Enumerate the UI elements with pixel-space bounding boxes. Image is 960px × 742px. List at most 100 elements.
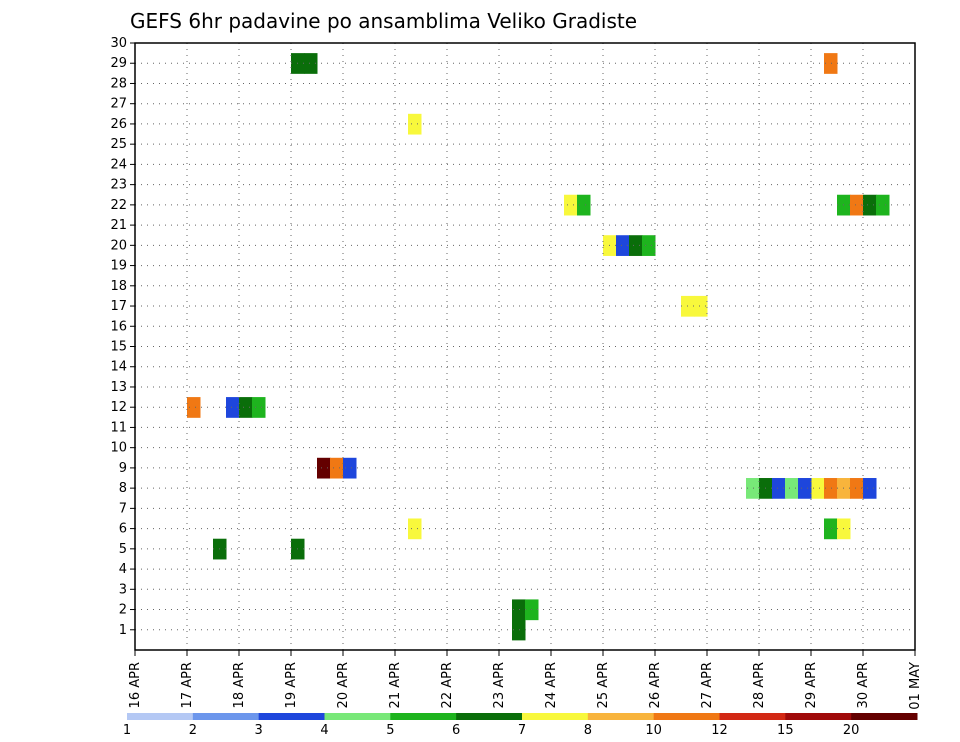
y-tick-label: 5	[119, 542, 127, 557]
y-tick-label: 10	[110, 441, 127, 456]
colorbar-label: 1	[123, 723, 131, 738]
y-tick-label: 21	[110, 218, 127, 233]
y-tick-label: 24	[110, 157, 127, 172]
heatmap-cell	[798, 478, 812, 499]
x-tick-label: 16 APR	[128, 662, 143, 708]
y-tick-label: 23	[110, 178, 127, 193]
heatmap-cells	[187, 53, 890, 641]
x-tick-label: 20 APR	[336, 662, 351, 708]
y-tick-label: 16	[110, 319, 127, 334]
grid-lines	[135, 43, 915, 650]
heatmap-cell	[772, 478, 786, 499]
colorbar-label: 3	[255, 723, 263, 738]
heatmap-cell	[187, 397, 201, 418]
heatmap-cell	[824, 53, 838, 74]
x-tick-label: 25 APR	[596, 662, 611, 708]
heatmap-cell	[811, 478, 825, 499]
y-tick-label: 26	[110, 117, 127, 132]
heatmap-cell	[317, 457, 331, 479]
x-tick-label: 30 APR	[856, 662, 871, 708]
y-tick-label: 4	[119, 562, 127, 577]
colorbar: 1 2 3 4 5 6 7 8 10 12 15 20	[123, 713, 918, 738]
colorbar-swatch	[390, 713, 457, 720]
y-tick-label: 27	[110, 97, 127, 112]
heatmap-cell	[863, 194, 877, 216]
heatmap-cell	[850, 194, 864, 216]
y-tick-label: 17	[110, 299, 127, 314]
y-tick-label: 20	[110, 238, 127, 253]
y-tick-label: 29	[110, 56, 127, 71]
heatmap-cell	[876, 194, 890, 216]
colorbar-swatch	[785, 713, 852, 720]
x-tick-label: 19 APR	[284, 662, 299, 708]
y-tick-label: 28	[110, 76, 127, 91]
y-tick-label: 2	[119, 603, 127, 618]
y-tick-label: 9	[119, 461, 127, 476]
y-tick-label: 1	[119, 623, 127, 638]
x-tick-label: 28 APR	[752, 662, 767, 708]
chart-title: GEFS 6hr padavine po ansamblima Veliko G…	[130, 9, 637, 33]
colorbar-label: 20	[843, 723, 860, 738]
colorbar-swatch	[258, 713, 325, 720]
heatmap-cell	[512, 599, 526, 621]
heatmap-cell	[252, 397, 266, 418]
heatmap-cell	[330, 457, 344, 479]
y-tick-label: 18	[110, 279, 127, 294]
colorbar-label: 12	[711, 723, 728, 738]
y-tick-label: 3	[119, 582, 127, 597]
heatmap-cell	[226, 397, 240, 418]
heatmap-cell	[564, 194, 578, 216]
colorbar-swatch	[851, 713, 918, 720]
colorbar-swatch	[522, 713, 589, 720]
x-tick-label: 21 APR	[388, 662, 403, 708]
y-tick-label: 14	[110, 360, 127, 375]
y-axis: 1234567891011121314151617181920212223242…	[110, 36, 135, 638]
heatmap-cell	[577, 194, 591, 216]
colorbar-swatch	[456, 713, 523, 720]
heatmap-cell	[343, 457, 357, 479]
heatmap-cell	[239, 397, 253, 418]
x-tick-label: 29 APR	[804, 662, 819, 708]
colorbar-swatch	[192, 713, 260, 720]
colorbar-swatch	[587, 713, 655, 720]
x-tick-label: 23 APR	[492, 662, 507, 708]
colorbar-label: 15	[777, 723, 794, 738]
heatmap-cell	[408, 113, 422, 135]
x-tick-label: 01 MAY	[908, 662, 923, 710]
heatmap-cell	[785, 478, 799, 499]
x-tick-label: 27 APR	[700, 662, 715, 708]
x-tick-label: 26 APR	[648, 662, 663, 708]
colorbar-label: 10	[645, 723, 662, 738]
heatmap-cell	[746, 478, 760, 499]
y-tick-label: 7	[119, 501, 127, 516]
colorbar-swatch	[127, 713, 194, 720]
x-tick-label: 17 APR	[180, 662, 195, 708]
heatmap-cell	[408, 518, 422, 540]
y-tick-label: 12	[110, 400, 127, 415]
heatmap-cell	[824, 478, 838, 499]
heatmap-cell	[824, 518, 838, 540]
heatmap-cell	[512, 619, 526, 641]
colorbar-swatch	[719, 713, 786, 720]
colorbar-label: 2	[189, 723, 197, 738]
y-tick-label: 15	[110, 340, 127, 355]
x-tick-label: 24 APR	[544, 662, 559, 708]
y-tick-label: 19	[110, 259, 127, 274]
heatmap-cell	[642, 235, 656, 256]
y-tick-label: 11	[110, 420, 127, 435]
colorbar-label: 7	[518, 723, 526, 738]
heatmap-cell	[304, 53, 318, 74]
x-axis: 16 APR 17 APR 18 APR 19 APR 20 APR 21 APR 22 A…	[128, 650, 923, 710]
y-tick-label: 8	[119, 481, 127, 496]
colorbar-label: 5	[386, 723, 394, 738]
heatmap-cell	[629, 235, 643, 256]
y-tick-label: 13	[110, 380, 127, 395]
heatmap-cell	[694, 295, 708, 317]
y-tick-label: 30	[110, 36, 127, 51]
heatmap-cell	[616, 235, 630, 256]
colorbar-label: 6	[452, 723, 460, 738]
y-tick-label: 6	[119, 522, 127, 537]
colorbar-label: 4	[320, 723, 328, 738]
heatmap-cell	[850, 478, 864, 499]
